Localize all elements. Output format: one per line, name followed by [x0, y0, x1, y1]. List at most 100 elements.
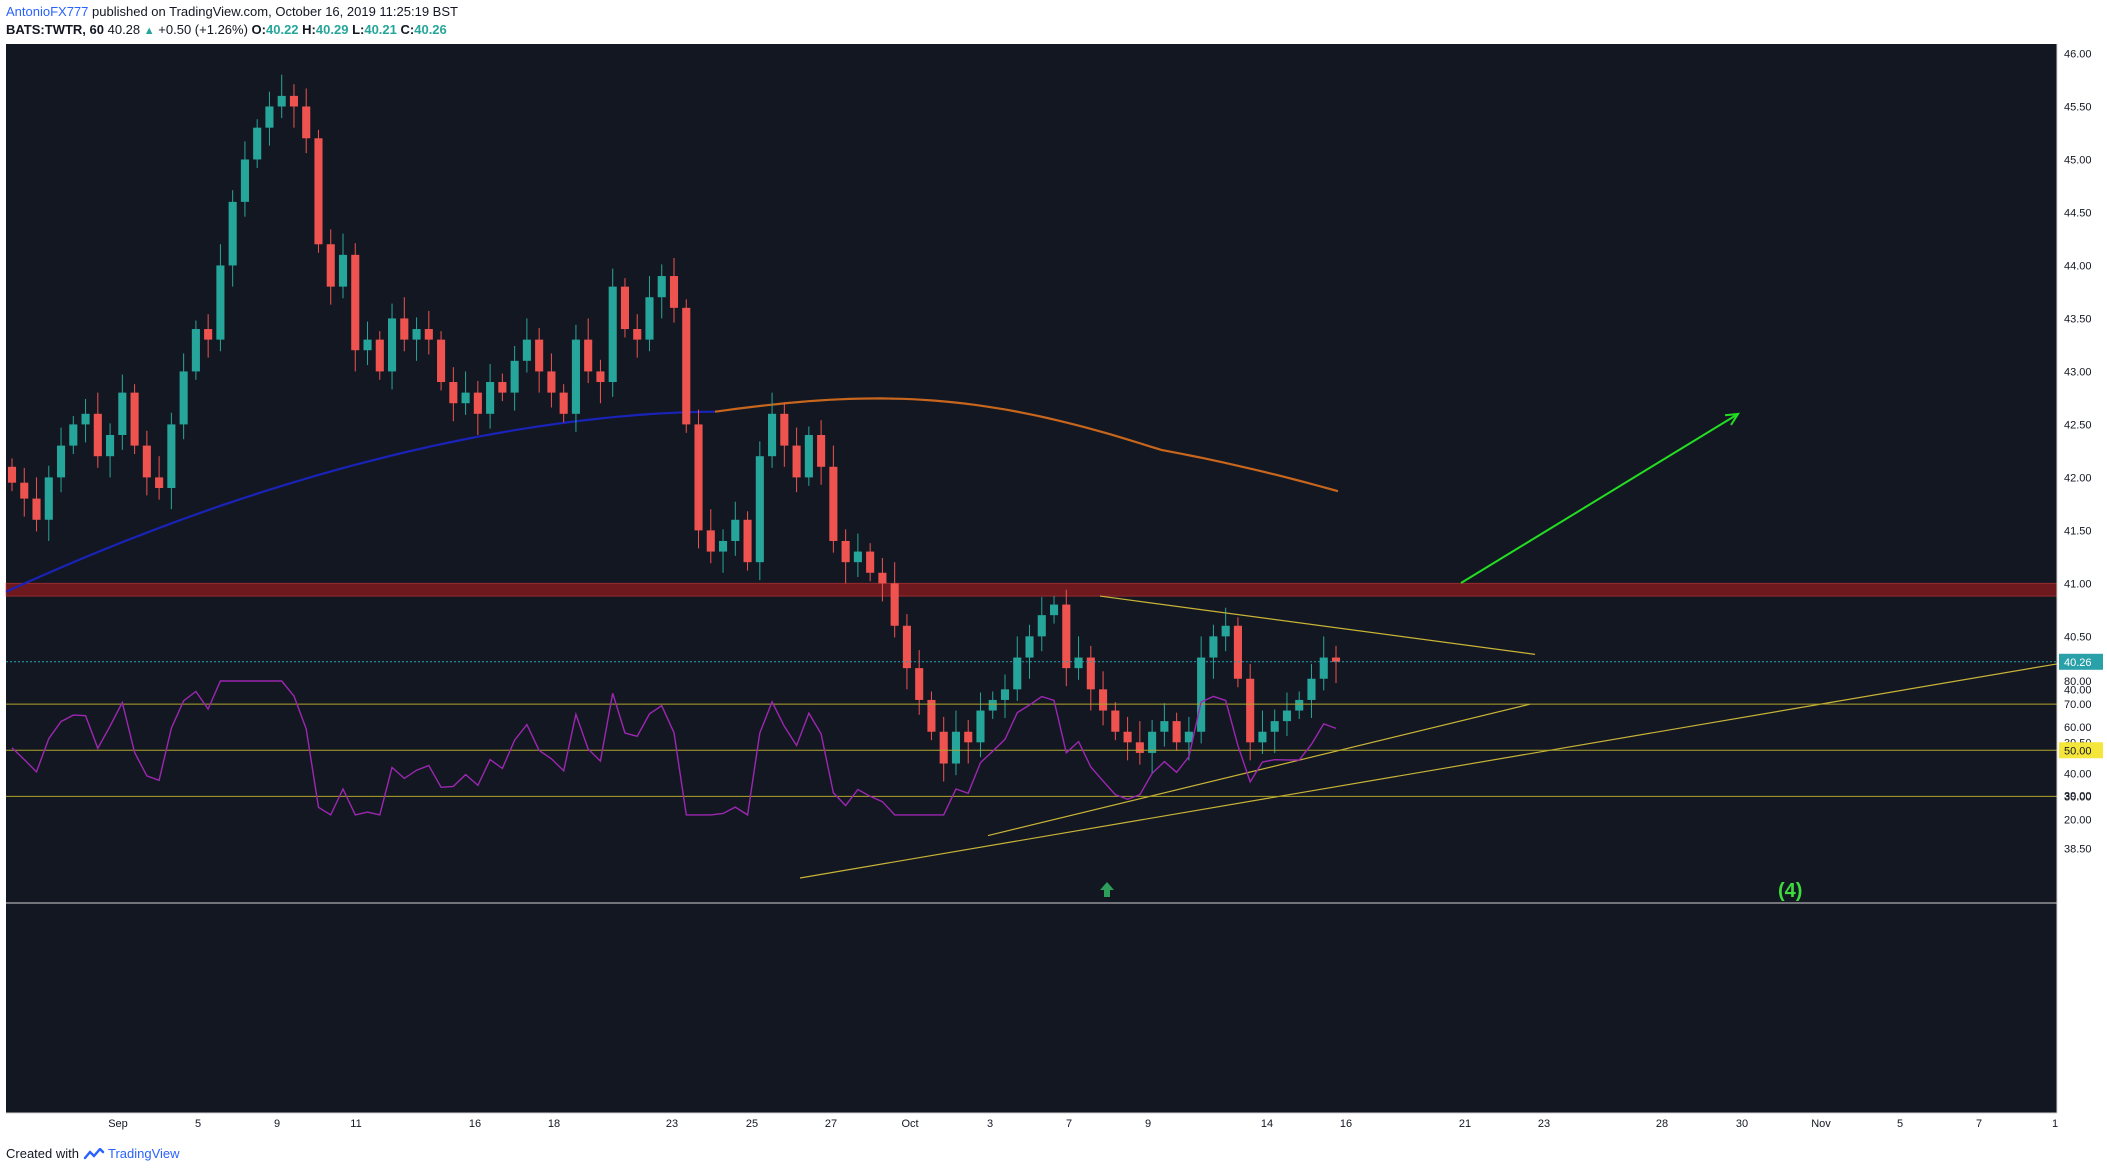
forecast-arrowhead — [1724, 412, 1740, 426]
rsi-line — [11, 680, 1337, 817]
candle-body — [44, 477, 53, 520]
candle-body — [228, 201, 237, 266]
candle-body — [853, 551, 862, 563]
candle-body — [216, 265, 225, 340]
candle-body — [118, 392, 127, 436]
time-tick-label: 16 — [469, 1118, 481, 1130]
candle-body — [7, 466, 17, 483]
candle-body — [559, 392, 568, 414]
price-tick-label: 44.00 — [2064, 260, 2092, 272]
candle-body — [1099, 689, 1108, 711]
candle-body — [1160, 721, 1169, 732]
candle-body — [1221, 625, 1230, 637]
time-tick-label: Oct — [901, 1118, 918, 1130]
time-tick-label: 1 — [2052, 1118, 2058, 1130]
chart-area[interactable]: 40.26 46.00 45.50 45.00 44.50 44.00 43.50 43.0… — [0, 0, 2107, 1145]
high-label: H: — [302, 22, 316, 37]
candle-body — [437, 339, 446, 383]
price-tick-label: 40.00 — [2064, 684, 2092, 696]
price-tick-label: 43.00 — [2064, 366, 2092, 378]
wave-label: (4) — [1778, 880, 1802, 902]
candle-body — [1037, 615, 1046, 637]
candle-body — [1074, 657, 1083, 669]
candle-body — [400, 318, 409, 340]
candle-body — [927, 699, 936, 732]
candle-body — [32, 498, 41, 520]
candle-body — [817, 435, 826, 467]
triangle-lower-trendline — [987, 703, 1531, 837]
candle-body — [363, 339, 372, 351]
candle-body — [1172, 721, 1181, 743]
created-with-text: Created with — [6, 1146, 79, 1161]
candle-body — [289, 95, 299, 107]
symbol-label: BATS:TWTR, 60 — [6, 22, 104, 37]
candle-body — [20, 482, 29, 499]
time-tick-label: 5 — [195, 1118, 201, 1130]
candle-body — [1319, 657, 1328, 679]
candle-body — [780, 413, 789, 446]
candle-body — [106, 435, 115, 457]
author-link[interactable]: AntonioFX777 — [6, 4, 89, 19]
price-tick-label: 42.00 — [2064, 472, 2092, 484]
tradingview-brand: TradingView — [107, 1146, 180, 1161]
candle-body — [645, 297, 654, 340]
tradingview-logo[interactable]: TradingView — [83, 1146, 180, 1161]
candle-body — [829, 466, 838, 541]
footer: Created with TradingView — [6, 1146, 180, 1161]
candle-body — [1025, 636, 1034, 658]
time-axis — [6, 1113, 2057, 1135]
candle-body — [755, 456, 764, 563]
price-tick-label: 41.50 — [2064, 525, 2092, 537]
time-tick-label: 9 — [274, 1118, 280, 1130]
price-tick-label: 45.00 — [2064, 154, 2092, 166]
candle-body — [731, 519, 740, 541]
candle-body — [522, 339, 531, 361]
moving-average-fast — [5, 410, 716, 593]
candle-body — [1307, 678, 1316, 700]
candle-body — [915, 668, 924, 700]
candle-body — [547, 371, 556, 393]
triangle-upper-trendline — [1099, 595, 1536, 655]
candle-body — [841, 540, 850, 563]
time-tick-label: 18 — [548, 1118, 560, 1130]
candle-body — [142, 445, 151, 478]
rsi-tick-label: 60.00 — [2064, 722, 2092, 734]
candle-body — [1233, 625, 1242, 679]
price-tick-label: 40.50 — [2064, 631, 2092, 643]
candle-body — [510, 360, 519, 393]
close-label: C: — [400, 22, 415, 37]
candle-body — [302, 106, 311, 139]
candle-body — [718, 540, 728, 552]
candle-body — [682, 307, 691, 425]
candle-body — [449, 382, 458, 404]
time-tick-label: 14 — [1261, 1118, 1273, 1130]
rsi-value-box — [2059, 742, 2103, 759]
candle-body — [130, 392, 139, 446]
moving-average-slow — [714, 397, 1339, 493]
candle-body — [253, 127, 262, 160]
price-tick-label: 38.50 — [2064, 843, 2092, 855]
high-value: 40.29 — [315, 22, 349, 37]
candle-body — [608, 286, 617, 383]
candle-body — [584, 339, 593, 372]
current-price-label: 40.26 — [2064, 657, 2092, 669]
candle-body — [976, 710, 985, 743]
time-tick-label: 3 — [987, 1118, 993, 1130]
price-tick-label: 41.00 — [2064, 578, 2092, 590]
rsi-tick-label: 20.00 — [2064, 815, 2092, 827]
price-tick-label: 46.00 — [2064, 49, 2092, 61]
candle-body — [988, 699, 997, 711]
candle-body — [939, 731, 948, 764]
price-change: +0.50 (+1.26%) — [158, 22, 248, 37]
time-tick-label: 5 — [1897, 1118, 1903, 1130]
time-tick-label: 16 — [1340, 1118, 1352, 1130]
time-tick-label: 28 — [1656, 1118, 1668, 1130]
candle-body — [1282, 710, 1292, 722]
rsi-tick-label: 80.00 — [2064, 676, 2092, 688]
candle-body — [179, 371, 188, 425]
rsi-tick-label: 40.00 — [2064, 768, 2092, 780]
candle-body — [633, 329, 642, 340]
candle-body — [1295, 699, 1304, 711]
candle-body — [743, 519, 752, 563]
candle-body — [338, 254, 348, 287]
